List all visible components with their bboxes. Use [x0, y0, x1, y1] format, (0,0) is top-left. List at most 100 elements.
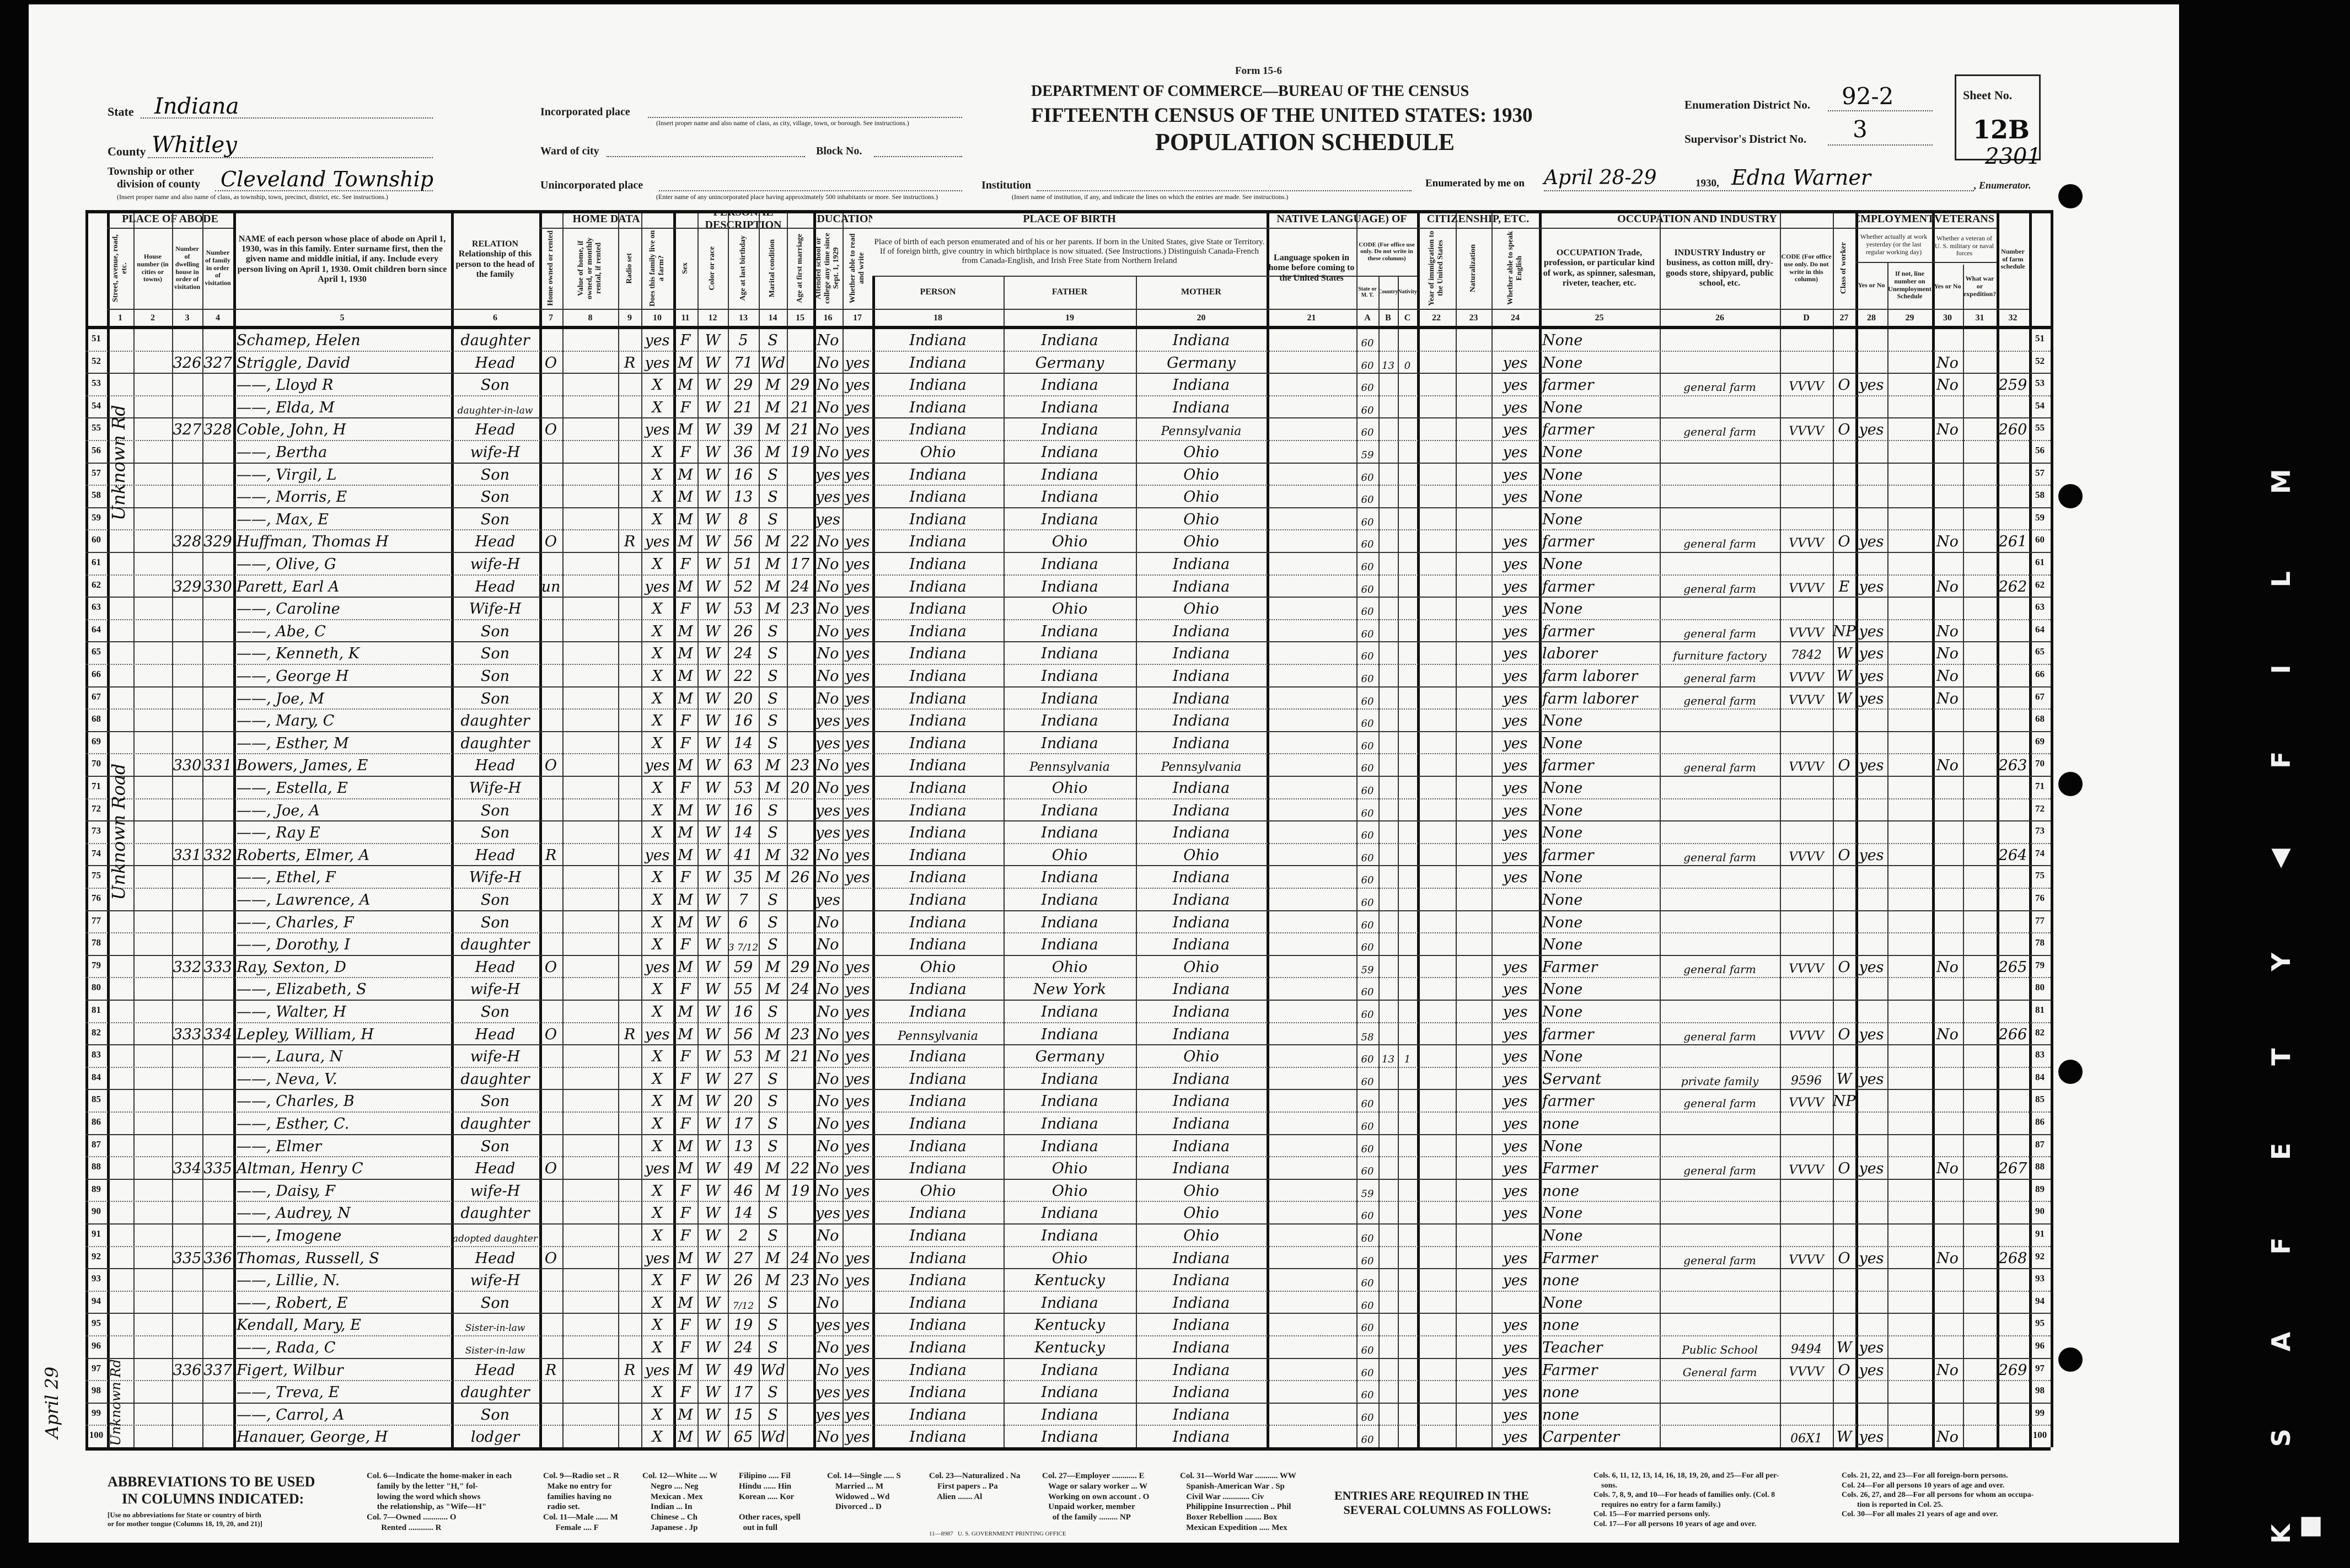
- row-farm: yes: [645, 1249, 670, 1267]
- abbreviations-note: [Use no abbreviations for State or count…: [108, 1511, 262, 1528]
- row-father-birth: Indiana: [1041, 734, 1098, 752]
- row-read-write: yes: [845, 958, 870, 976]
- row-read-write: yes: [845, 1025, 870, 1043]
- row-age: 3 7/12: [728, 942, 759, 954]
- sd-field-line: [1828, 144, 1933, 146]
- line-number: 92: [92, 1250, 101, 1261]
- row-sex: M: [678, 466, 693, 484]
- row-birth: Indiana: [909, 622, 967, 640]
- row-sex: M: [678, 892, 693, 909]
- row-read-write: yes: [845, 645, 870, 663]
- row-relation: daughter: [460, 712, 530, 730]
- row-father-birth: Ohio: [1051, 1160, 1088, 1178]
- row-veteran: No: [1936, 1160, 1959, 1178]
- row-birth: Indiana: [909, 1384, 967, 1401]
- row-relation: Head: [475, 958, 516, 976]
- row-mother-birth: Indiana: [1172, 1294, 1230, 1312]
- row-marital: S: [768, 1070, 778, 1088]
- form-number: Form 15-6: [1235, 65, 1282, 77]
- row-occupation: None: [1542, 914, 1583, 931]
- line-number: 62: [2035, 579, 2045, 590]
- row-industry: general farm: [1683, 626, 1756, 640]
- row-race: W: [705, 622, 721, 640]
- row-code-a: 60: [1361, 897, 1374, 909]
- row-name: ——, Olive, G: [237, 556, 336, 573]
- grid-line-vertical: [1997, 210, 1999, 1447]
- row-class: W: [1836, 668, 1852, 685]
- row-at-work: yes: [1859, 846, 1884, 864]
- row-age: 26: [733, 1272, 753, 1290]
- grid-line-vertical: [1004, 276, 1005, 1447]
- row-english: yes: [1503, 622, 1528, 640]
- row-farm: X: [652, 488, 663, 506]
- row-read-write: yes: [845, 1093, 870, 1110]
- column-header-text: Radio set: [625, 253, 634, 284]
- row-code-a: 60: [1361, 1054, 1374, 1066]
- township-value: Cleveland Township: [221, 167, 434, 191]
- row-father-birth: Indiana: [1041, 690, 1098, 707]
- row-marital: M: [765, 399, 781, 416]
- row-rule: [85, 865, 2051, 867]
- row-age: 29: [733, 377, 753, 394]
- row-read-write: yes: [845, 1339, 870, 1356]
- row-mother-birth: Indiana: [1172, 645, 1230, 663]
- row-rule: [85, 552, 2051, 553]
- row-relation: Son: [480, 914, 510, 931]
- table-top-rule: [85, 210, 2051, 213]
- row-class: W: [1836, 1429, 1852, 1446]
- group-header-birth: PLACE OF BIRTH: [1023, 212, 1116, 225]
- row-code-d: VVVV: [1789, 1029, 1824, 1043]
- row-birth: Indiana: [909, 1070, 967, 1088]
- row-code-a: 60: [1361, 516, 1374, 528]
- row-occupation: None: [1542, 1294, 1583, 1312]
- row-mother-birth: Indiana: [1172, 712, 1230, 730]
- row-marital: M: [765, 421, 781, 439]
- column-number: 16: [823, 313, 833, 323]
- column-header-code-b: Country: [1378, 289, 1398, 296]
- row-age: 49: [733, 1160, 753, 1178]
- row-relation: Sister-in-law: [465, 1345, 525, 1356]
- row-name: ——, Robert, E: [237, 1294, 348, 1312]
- row-race: W: [705, 1182, 721, 1200]
- row-class: O: [1838, 377, 1850, 394]
- line-number: 96: [92, 1340, 101, 1351]
- row-home: O: [544, 1160, 557, 1178]
- row-code-a: 60: [1361, 651, 1374, 663]
- enumeration-date: April 28-29: [1544, 167, 1657, 189]
- column-header-marital: Marital condition: [759, 228, 787, 309]
- row-marital: S: [768, 734, 778, 752]
- line-number: 67: [2035, 691, 2045, 702]
- row-code-d: VVVV: [1789, 760, 1824, 775]
- line-number: 83: [2035, 1049, 2045, 1060]
- row-farm-schedule: 265: [1998, 958, 2027, 976]
- row-read-write: yes: [845, 1003, 870, 1021]
- row-dwelling: 330: [173, 757, 202, 775]
- row-at-work: yes: [1859, 1429, 1884, 1446]
- row-relation: daughter: [460, 1384, 530, 1401]
- row-marital: M: [765, 600, 781, 618]
- row-marital: M: [765, 958, 781, 976]
- row-read-write: yes: [845, 1160, 870, 1178]
- row-veteran: No: [1936, 1249, 1959, 1267]
- row-family: 331: [203, 757, 232, 775]
- row-mother-birth: Indiana: [1172, 1137, 1230, 1155]
- row-mother-birth: Indiana: [1172, 780, 1230, 797]
- row-race: W: [705, 1384, 721, 1401]
- row-age: 7: [738, 892, 748, 909]
- abbreviations-title: ABBREVIATIONS TO BE USED IN COLUMNS INDI…: [108, 1474, 315, 1507]
- row-mother-birth: Indiana: [1172, 1160, 1230, 1178]
- row-english: yes: [1503, 645, 1528, 663]
- row-mother-birth: Indiana: [1172, 802, 1230, 819]
- row-occupation: None: [1542, 1227, 1583, 1244]
- row-industry: private family: [1681, 1074, 1759, 1088]
- row-farm: X: [652, 914, 663, 931]
- row-sex: M: [678, 578, 693, 595]
- group-rule: [1539, 228, 1855, 229]
- row-race: W: [705, 734, 721, 752]
- punch-hole: [2058, 484, 2083, 508]
- row-code-a: 60: [1361, 337, 1374, 349]
- row-birth: Indiana: [909, 1093, 967, 1110]
- grid-line-vertical: [872, 276, 875, 1447]
- row-read-write: yes: [845, 802, 870, 819]
- column-header-race: Color or race: [698, 228, 728, 309]
